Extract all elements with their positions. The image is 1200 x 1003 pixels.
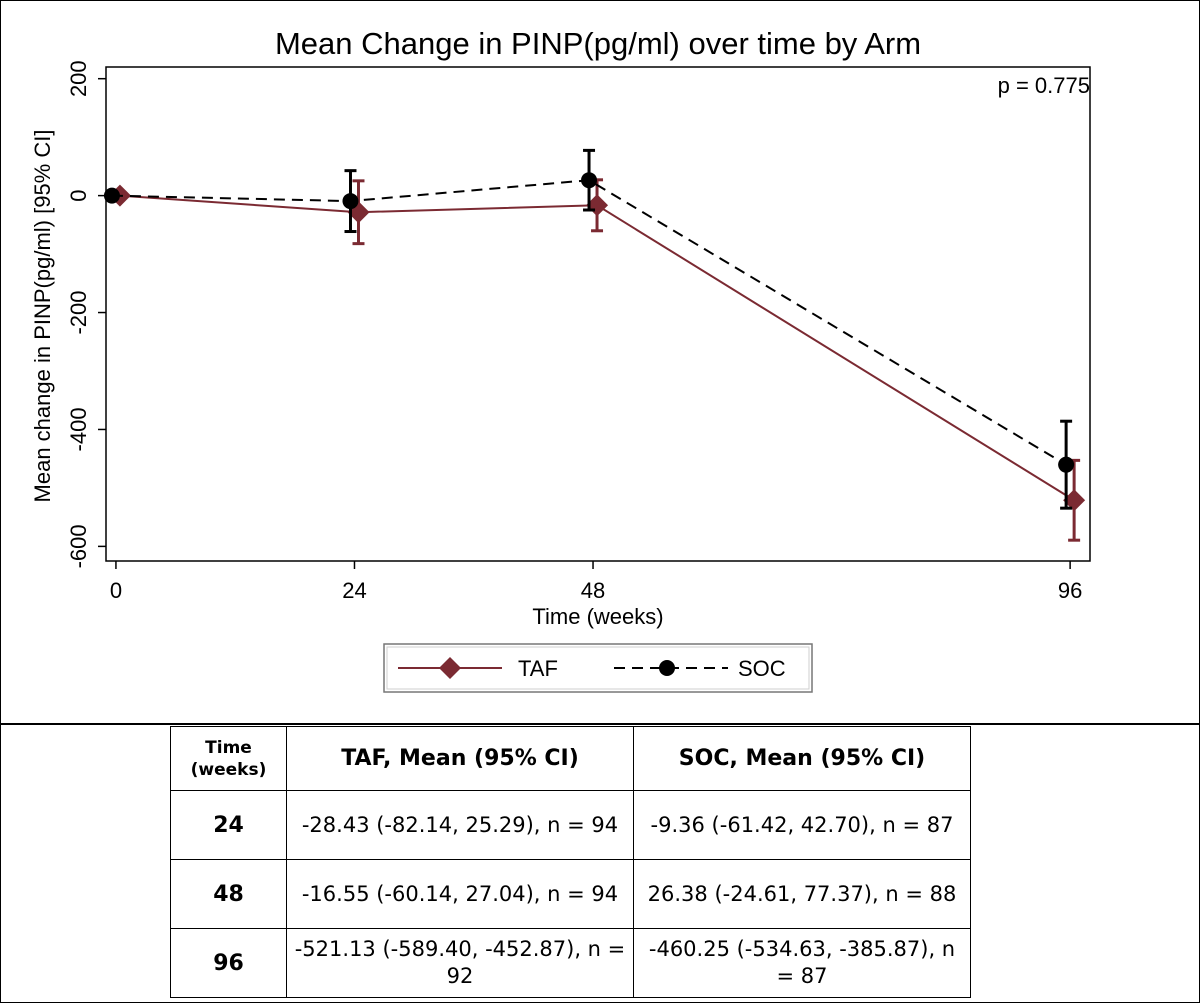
y-tick-label: -400 [66, 407, 91, 451]
row-taf-value: -28.43 (-82.14, 25.29), n = 94 [286, 790, 634, 860]
legend-taf-label: TAF [518, 656, 558, 681]
row-week: 48 [170, 859, 287, 929]
header-soc: SOC, Mean (95% CI) [633, 726, 971, 791]
chart-title: Mean Change in PINP(pg/ml) over time by … [275, 26, 921, 61]
legend-soc-label: SOC [738, 656, 786, 681]
table-row: 48 -16.55 (-60.14, 27.04), n = 94 26.38 … [170, 859, 971, 929]
row-week: 96 [170, 928, 287, 998]
table-row: 96 -521.13 (-589.40, -452.87), n = 92 -4… [170, 928, 971, 998]
y-tick-label: -600 [66, 524, 91, 568]
x-axis-label: Time (weeks) [532, 604, 663, 629]
legend-box-inner [386, 646, 810, 690]
legend: TAF SOC [383, 643, 813, 693]
soc-line [111, 179, 1067, 466]
header-time: Time (weeks) [170, 726, 287, 791]
y-tick-label: 0 [66, 189, 91, 201]
summary-table: Time (weeks) TAF, Mean (95% CI) SOC, Mea… [170, 726, 971, 998]
row-soc-value: -460.25 (-534.63, -385.87), n = 87 [633, 928, 971, 998]
taf-series [108, 178, 1086, 542]
soc-point [1058, 456, 1075, 473]
line-chart: Mean Change in PINP(pg/ml) over time by … [30, 26, 1091, 693]
x-tick-label: 24 [342, 578, 366, 603]
soc-series [103, 148, 1075, 510]
taf-point [1063, 489, 1086, 512]
legend-taf-diamond-icon [439, 657, 461, 679]
table-row: 24 -28.43 (-82.14, 25.29), n = 94 -9.36 … [170, 790, 971, 860]
x-tick-label: 48 [581, 578, 605, 603]
row-week: 24 [170, 790, 287, 860]
y-tick-label: -200 [66, 291, 91, 335]
soc-point [342, 193, 359, 210]
row-taf-value: -16.55 (-60.14, 27.04), n = 94 [286, 859, 634, 929]
y-axis-label: Mean change in PINP(pg/ml) [95% CI] [30, 130, 55, 503]
row-soc-value: 26.38 (-24.61, 77.37), n = 88 [633, 859, 971, 929]
x-axis: 0 24 48 96 [110, 561, 1082, 603]
soc-point [581, 172, 598, 189]
x-tick-label: 96 [1058, 578, 1082, 603]
y-axis: 200 0 -200 -400 -600 [66, 60, 106, 568]
table-header-row: Time (weeks) TAF, Mean (95% CI) SOC, Mea… [170, 726, 971, 791]
taf-line [119, 194, 1075, 502]
y-tick-label: 200 [66, 60, 91, 97]
row-soc-value: -9.36 (-61.42, 42.70), n = 87 [633, 790, 971, 860]
header-taf: TAF, Mean (95% CI) [286, 726, 634, 791]
legend-soc-circle-icon [659, 660, 675, 676]
series-layer [103, 148, 1086, 542]
x-tick-label: 0 [110, 578, 122, 603]
row-taf-value: -521.13 (-589.40, -452.87), n = 92 [286, 928, 634, 998]
section-divider [0, 723, 1200, 725]
p-value-annotation: p = 0.775 [998, 73, 1090, 98]
plot-area [105, 66, 1091, 562]
soc-point [103, 187, 120, 204]
